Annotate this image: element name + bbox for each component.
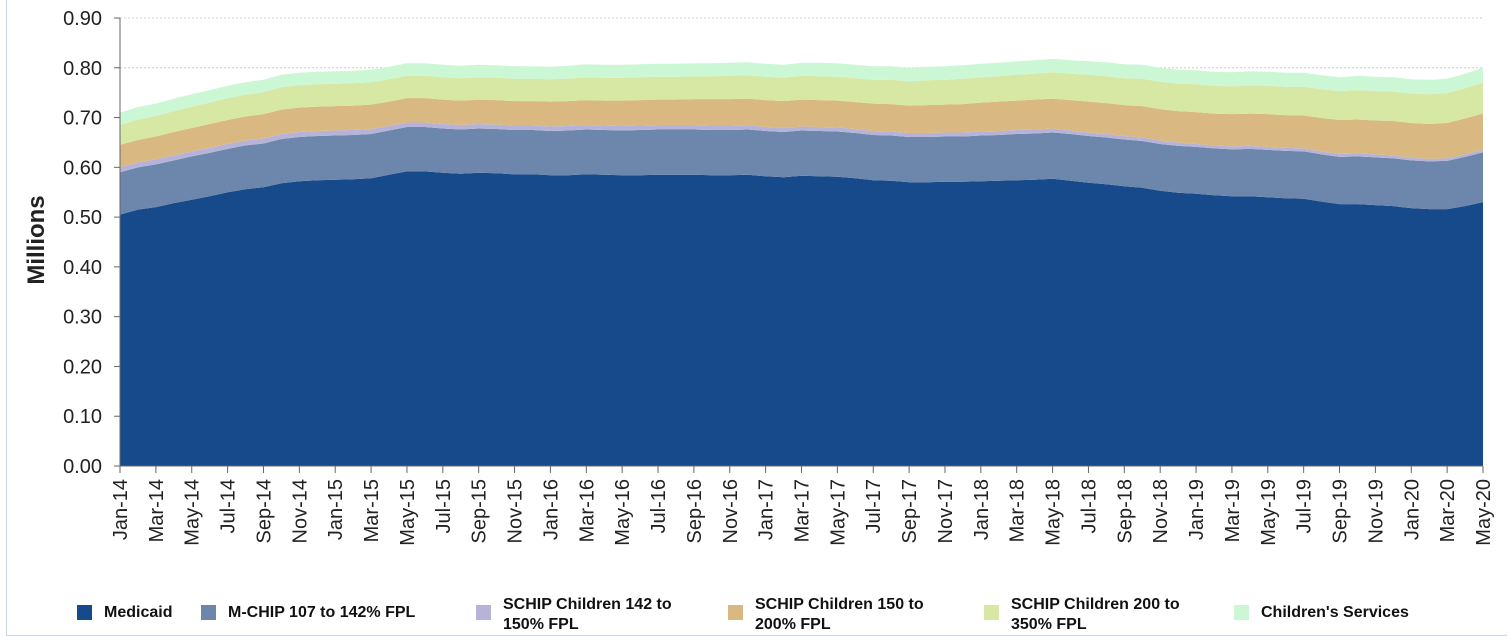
x-tick-label: Jan-18 — [971, 479, 993, 540]
chart-legend: Medicaid M-CHIP 107 to 142% FPL SCHIP Chil… — [0, 592, 1508, 636]
series-schip-children-142-to-150-fpl-area — [120, 122, 1483, 173]
x-tick-label: Mar-20 — [1437, 479, 1459, 542]
legend-item: Children's Services — [1234, 592, 1409, 623]
x-tick-label: Nov-17 — [935, 479, 957, 543]
y-tick-label: 0.40 — [63, 257, 102, 279]
x-tick-label: Mar-14 — [146, 479, 168, 542]
x-tick-label: Jul-18 — [1078, 479, 1100, 533]
x-tick-label: Nov-16 — [720, 479, 742, 543]
legend-item: SCHIP Children 142 to 150% FPL — [476, 592, 672, 635]
x-tick-label: Nov-19 — [1365, 479, 1387, 543]
x-tick-label: Nov-15 — [505, 479, 527, 543]
y-tick-label: 0.50 — [63, 207, 102, 229]
y-tick-label: 0.20 — [63, 356, 102, 378]
x-tick-label: May-17 — [827, 479, 849, 546]
x-tick-label: Mar-15 — [361, 479, 383, 542]
y-tick-label: 0.60 — [63, 157, 102, 179]
x-tick-label: Jul-14 — [218, 479, 240, 533]
stacked-area-chart: 0.00 0.10 0.20 0.30 0.40 0.50 0.60 0.70 0.80 0.90… — [23, 8, 1495, 546]
x-tick-label: Mar-16 — [576, 479, 598, 542]
x-tick-label: Jan-15 — [325, 479, 347, 540]
series-schip-children-200-to-350-fpl-area — [120, 72, 1483, 145]
legend-label: Children's Services — [1261, 604, 1409, 621]
x-tick-label: Jul-15 — [433, 479, 455, 533]
x-tick-label: Jan-17 — [756, 479, 778, 540]
x-tick-label: Nov-18 — [1150, 479, 1172, 543]
legend-swatch — [201, 605, 216, 620]
legend-label: SCHIP Children 200 to 350% FPL — [1011, 596, 1180, 633]
legend-label: SCHIP Children 142 to 150% FPL — [503, 596, 672, 633]
x-tick-label: May-18 — [1043, 479, 1065, 546]
legend-label: M-CHIP 107 to 142% FPL — [228, 604, 416, 621]
legend-swatch — [476, 605, 491, 620]
series-m-chip-107-to-142-fpl-area — [120, 127, 1483, 215]
legend-swatch — [77, 605, 92, 620]
x-tick-label: Jan-16 — [540, 479, 562, 540]
legend-swatch — [1234, 605, 1249, 620]
legend-item: SCHIP Children 200 to 350% FPL — [984, 592, 1180, 635]
axes: 0.00 0.10 0.20 0.30 0.40 0.50 0.60 0.70 0.80 0.90… — [63, 8, 1495, 546]
x-tick-label: Jul-17 — [863, 479, 885, 533]
x-tick-label: Jan-20 — [1401, 479, 1423, 540]
series-medicaid-area — [120, 171, 1483, 466]
x-tick-label: May-15 — [397, 479, 419, 546]
area-series — [120, 58, 1483, 466]
series-schip-children-150-to-200-fpl-area — [120, 98, 1483, 168]
y-tick-label: 0.30 — [63, 307, 102, 329]
y-tick-label: 0.80 — [63, 58, 102, 80]
x-tick-label: Sep-17 — [899, 479, 921, 544]
x-tick-label: May-14 — [182, 479, 204, 546]
y-axis-title: Millions — [23, 195, 50, 284]
legend-item: SCHIP Children 150 to 200% FPL — [728, 592, 924, 635]
x-tick-label: Sep-14 — [254, 479, 276, 544]
x-tick-label: Sep-18 — [1114, 479, 1136, 544]
y-tick-label: 0.90 — [63, 8, 102, 30]
x-tick-label: Mar-17 — [792, 479, 814, 542]
x-tick-label: Jul-19 — [1294, 479, 1316, 533]
legend-item: M-CHIP 107 to 142% FPL — [201, 592, 415, 623]
x-tick-label: Sep-19 — [1330, 479, 1352, 544]
series-children-s-services-area — [120, 58, 1483, 126]
y-tick-label: 0.00 — [63, 456, 102, 478]
legend-label: SCHIP Children 150 to 200% FPL — [755, 596, 924, 633]
legend-label: Medicaid — [104, 604, 173, 621]
x-tick-label: Sep-16 — [684, 479, 706, 544]
legend-item: Medicaid — [77, 592, 172, 623]
y-tick-label: 0.70 — [63, 108, 102, 130]
x-tick-label: Jan-19 — [1186, 479, 1208, 540]
x-tick-label: May-19 — [1258, 479, 1280, 546]
x-tick-label: May-20 — [1473, 479, 1495, 546]
x-tick-label: Mar-19 — [1222, 479, 1244, 542]
legend-swatch — [984, 605, 999, 620]
x-tick-label: Jul-16 — [648, 479, 670, 533]
x-tick-label: Jan-14 — [110, 479, 132, 540]
x-tick-label: May-16 — [612, 479, 634, 546]
y-tick-label: 0.10 — [63, 406, 102, 428]
x-tick-label: Sep-15 — [469, 479, 491, 544]
x-tick-label: Mar-18 — [1007, 479, 1029, 542]
legend-swatch — [728, 605, 743, 620]
x-tick-label: Nov-14 — [289, 479, 311, 543]
